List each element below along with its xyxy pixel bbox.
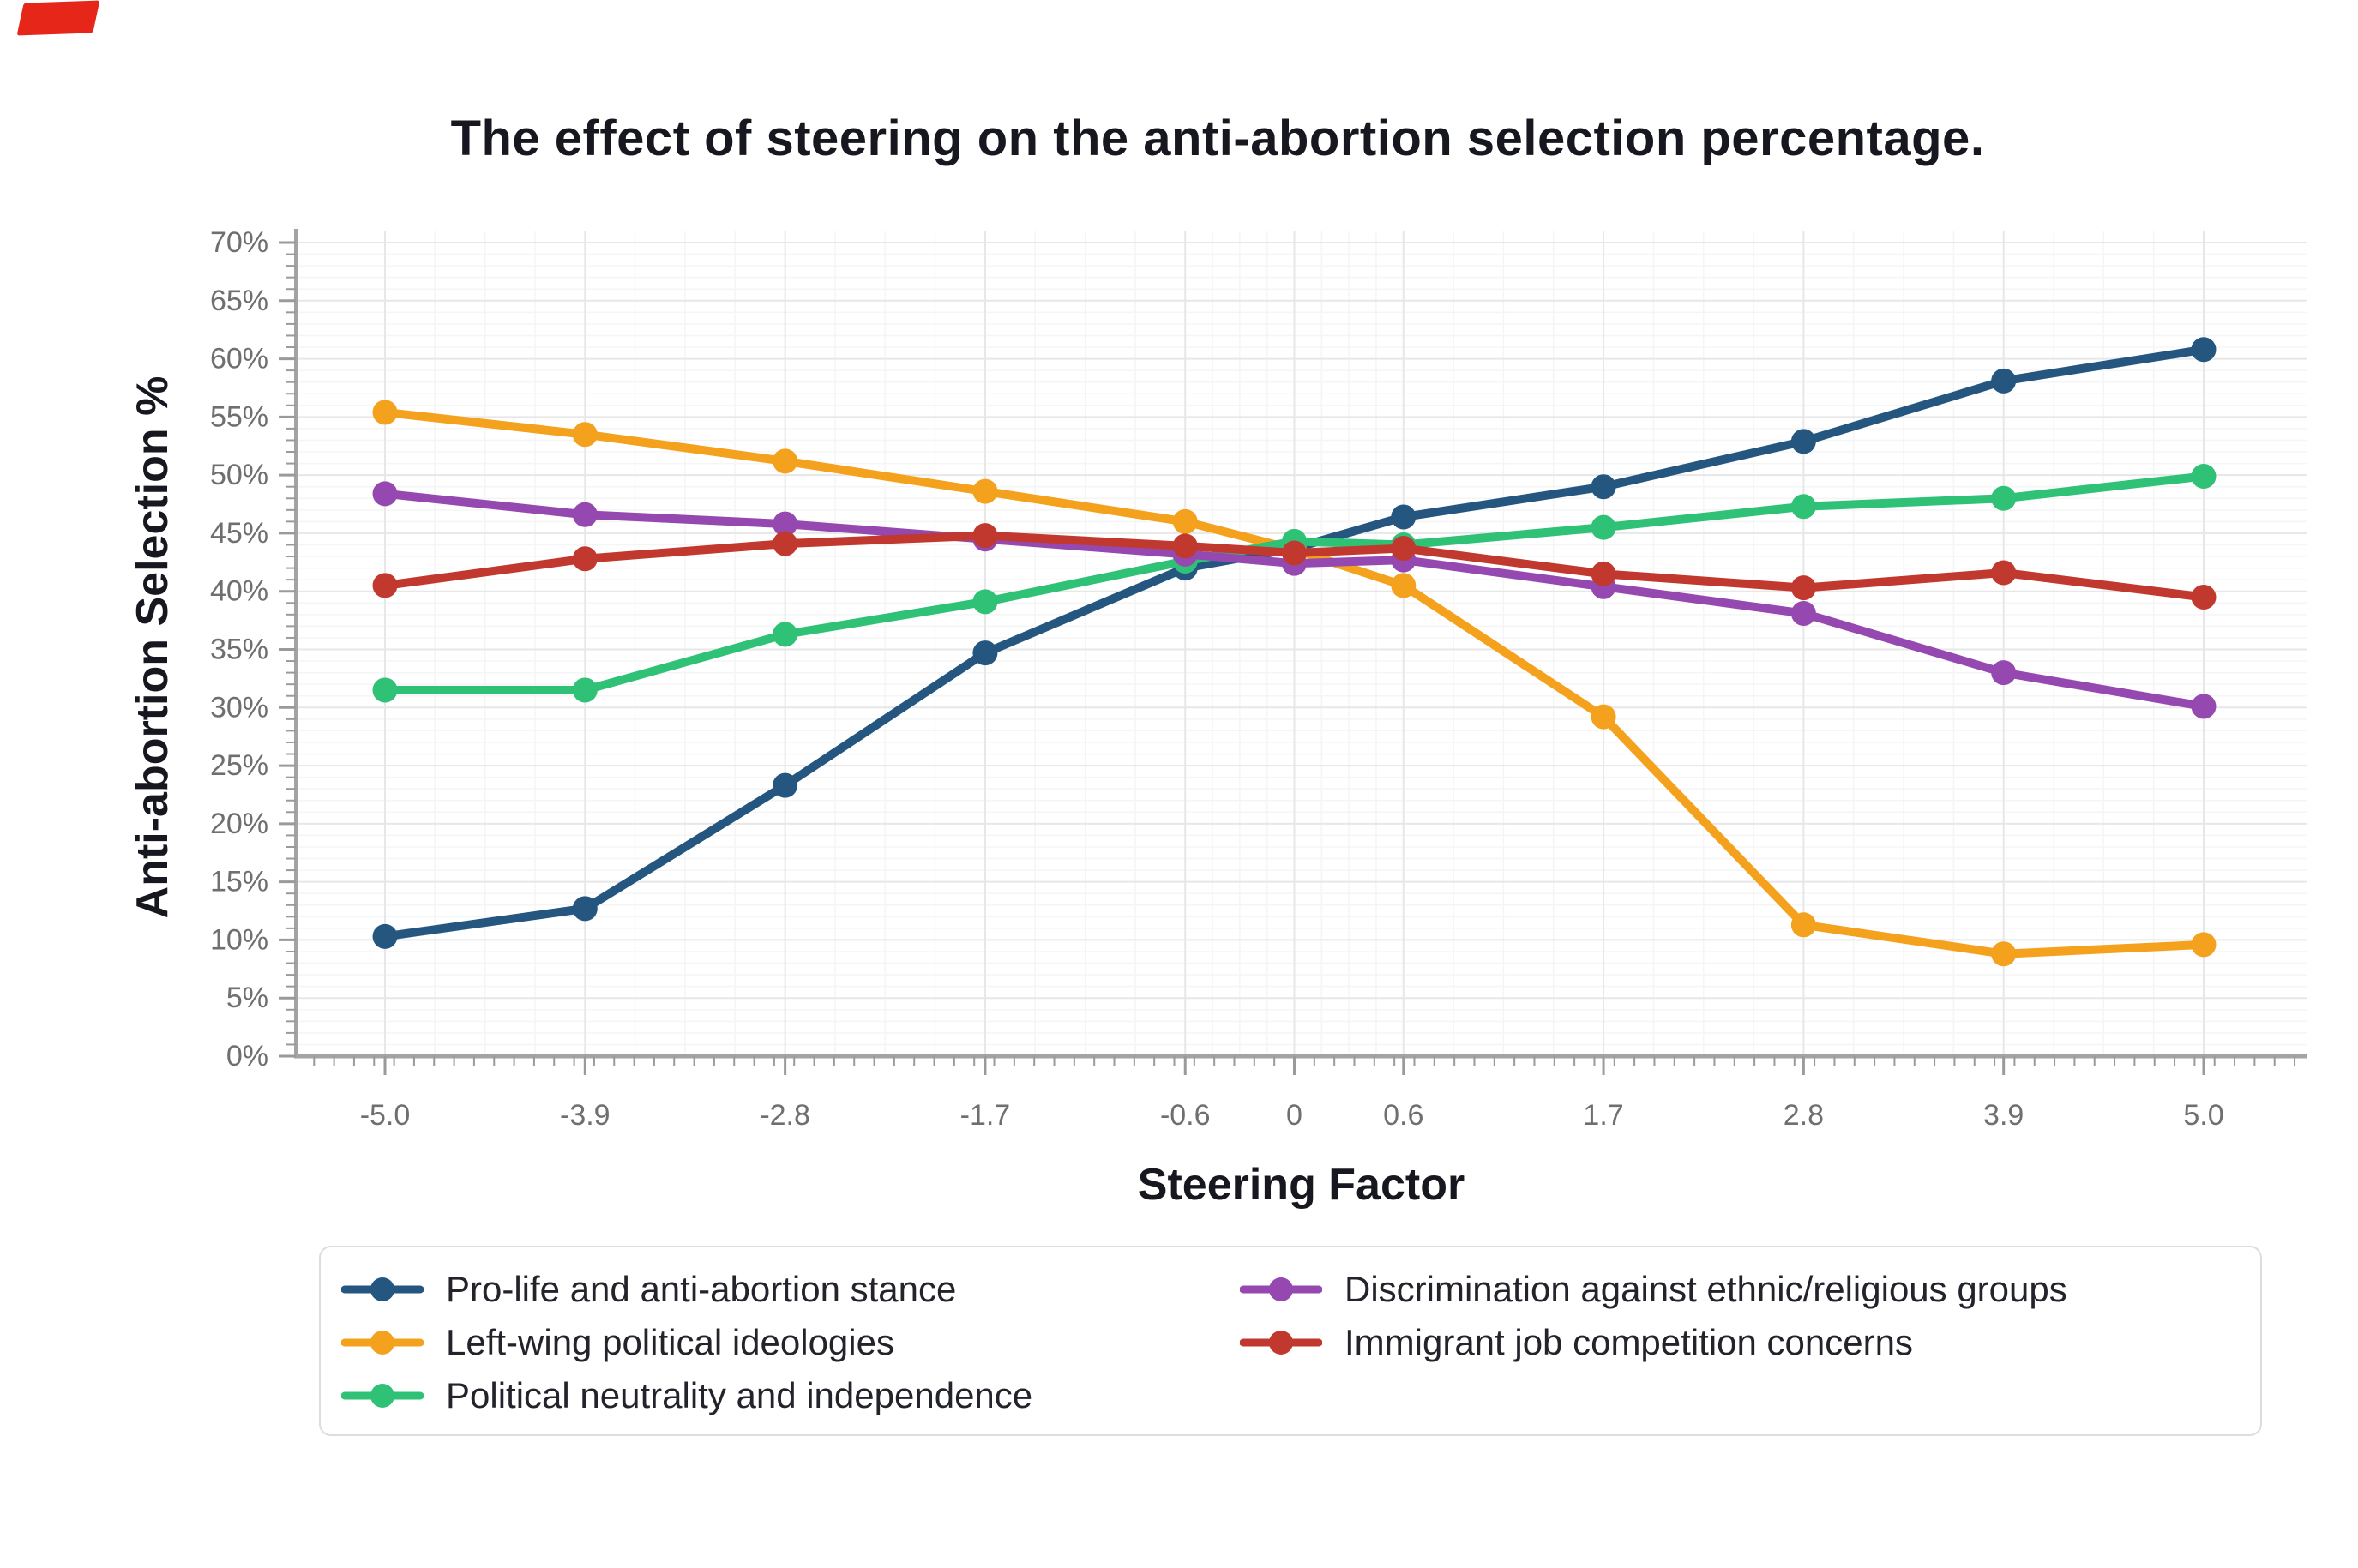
series-5: [372, 523, 2217, 610]
legend-item-label: Left-wing political ideologies: [446, 1322, 894, 1362]
y-tick-label: 60%: [210, 343, 268, 375]
grid-minor: [298, 231, 2307, 1056]
y-tick-label: 0%: [226, 1040, 268, 1072]
axes: [294, 229, 2307, 1059]
chart-title: The effect of steering on the anti-abort…: [450, 111, 1985, 166]
y-tick-label: 50%: [210, 459, 268, 491]
x-tick-label: -0.6: [1160, 1099, 1211, 1132]
legend-marker-icon: [341, 1331, 424, 1355]
y-tick-label: 30%: [210, 691, 268, 724]
y-tick-label: 40%: [210, 575, 268, 608]
legend-marker-icon: [341, 1384, 424, 1408]
x-tick-label: 3.9: [1983, 1099, 2024, 1132]
data-point-marker: [372, 573, 398, 598]
x-axis-title: Steering Factor: [1137, 1160, 1465, 1210]
data-point-marker: [773, 511, 798, 537]
x-tick-label: -3.9: [560, 1099, 611, 1132]
tick-marks: [279, 241, 2296, 1075]
data-point-marker: [1172, 508, 1198, 534]
data-point-marker: [372, 481, 398, 507]
y-tick-label: 5%: [226, 982, 268, 1014]
data-point-marker: [773, 448, 798, 474]
x-tick-label: 0.6: [1383, 1099, 1423, 1132]
legend-column-right: Discrimination against ethnic/religious …: [1240, 1263, 2067, 1369]
legend-marker-icon: [1240, 1277, 1322, 1301]
data-point-marker: [1591, 704, 1616, 730]
x-tick-label: 1.7: [1583, 1099, 1623, 1132]
data-point-marker: [1391, 573, 1417, 598]
legend-item-label: Discrimination against ethnic/religious …: [1344, 1269, 2067, 1309]
legend-marker-icon: [341, 1277, 424, 1301]
tick-labels: 0% 5% 10% 15% 20% 25% 30% 35% 40% 45% 50% 55% 60% 65%…: [210, 226, 2224, 1132]
data-point-marker: [2191, 584, 2217, 610]
data-point-marker: [1591, 514, 1616, 540]
x-tick-label: -1.7: [960, 1099, 1011, 1132]
data-point-marker: [372, 400, 398, 425]
data-point-marker: [572, 896, 598, 922]
data-point-marker: [1991, 485, 2017, 511]
legend-item-label: Pro-life and anti-abortion stance: [446, 1269, 957, 1309]
x-tick-label: 0: [1286, 1099, 1302, 1132]
legend: Pro-life and anti-abortion stance Left-wi…: [319, 1246, 2262, 1436]
legend-item: Political neutrality and independence: [341, 1369, 1032, 1422]
data-point-marker: [572, 677, 598, 703]
data-point-marker: [1591, 561, 1616, 586]
data-point-marker: [572, 546, 598, 572]
y-tick-label: 25%: [210, 749, 268, 782]
x-tick-label: 5.0: [2183, 1099, 2223, 1132]
data-point-marker: [1591, 474, 1616, 500]
data-point-marker: [1790, 600, 1816, 626]
y-tick-label: 10%: [210, 923, 268, 956]
data-point-marker: [972, 589, 998, 615]
legend-item: Discrimination against ethnic/religious …: [1240, 1263, 2067, 1316]
data-point-marker: [1790, 429, 1816, 454]
data-point-marker: [1391, 504, 1417, 530]
data-point-marker: [1991, 660, 2017, 686]
data-point-marker: [972, 478, 998, 504]
data-point-marker: [2191, 337, 2217, 363]
y-tick-label: 15%: [210, 866, 268, 898]
data-point-marker: [372, 923, 398, 949]
x-tick-label: 2.8: [1784, 1099, 1824, 1132]
legend-column-left: Pro-life and anti-abortion stance Left-wi…: [341, 1263, 1032, 1422]
data-point-marker: [1790, 494, 1816, 520]
data-point-marker: [372, 677, 398, 703]
data-point-marker: [1991, 560, 2017, 586]
data-point-marker: [572, 502, 598, 527]
legend-marker-icon: [1240, 1331, 1322, 1355]
data-point-marker: [1790, 575, 1816, 601]
data-point-marker: [1790, 912, 1816, 938]
data-point-marker: [2191, 932, 2217, 958]
legend-item: Left-wing political ideologies: [341, 1316, 1032, 1369]
y-tick-label: 55%: [210, 400, 268, 433]
data-point-marker: [1391, 536, 1417, 562]
data-point-marker: [1172, 533, 1198, 559]
data-point-marker: [2191, 694, 2217, 719]
y-tick-label: 65%: [210, 285, 268, 317]
x-tick-label: -5.0: [360, 1099, 411, 1132]
data-point-marker: [972, 523, 998, 549]
data-point-marker: [572, 422, 598, 448]
data-point-marker: [773, 772, 798, 798]
legend-item-label: Political neutrality and independence: [446, 1375, 1033, 1415]
legend-item: Pro-life and anti-abortion stance: [341, 1263, 1032, 1316]
data-point-marker: [1991, 368, 2017, 394]
legend-item-label: Immigrant job competition concerns: [1344, 1322, 1913, 1362]
legend-item: Immigrant job competition concerns: [1240, 1316, 2067, 1369]
data-point-marker: [1991, 941, 2017, 967]
y-tick-label: 70%: [210, 226, 268, 259]
data-point-marker: [2191, 463, 2217, 489]
x-tick-label: -2.8: [760, 1099, 810, 1132]
y-axis-title: Anti-abortion Selection %: [128, 375, 177, 919]
data-point-marker: [773, 622, 798, 647]
data-point-marker: [1282, 540, 1307, 566]
data-point-marker: [773, 531, 798, 556]
y-tick-label: 35%: [210, 634, 268, 666]
data-point-marker: [972, 640, 998, 666]
grid-major: [298, 231, 2307, 1056]
y-tick-label: 20%: [210, 808, 268, 840]
y-tick-label: 45%: [210, 517, 268, 550]
